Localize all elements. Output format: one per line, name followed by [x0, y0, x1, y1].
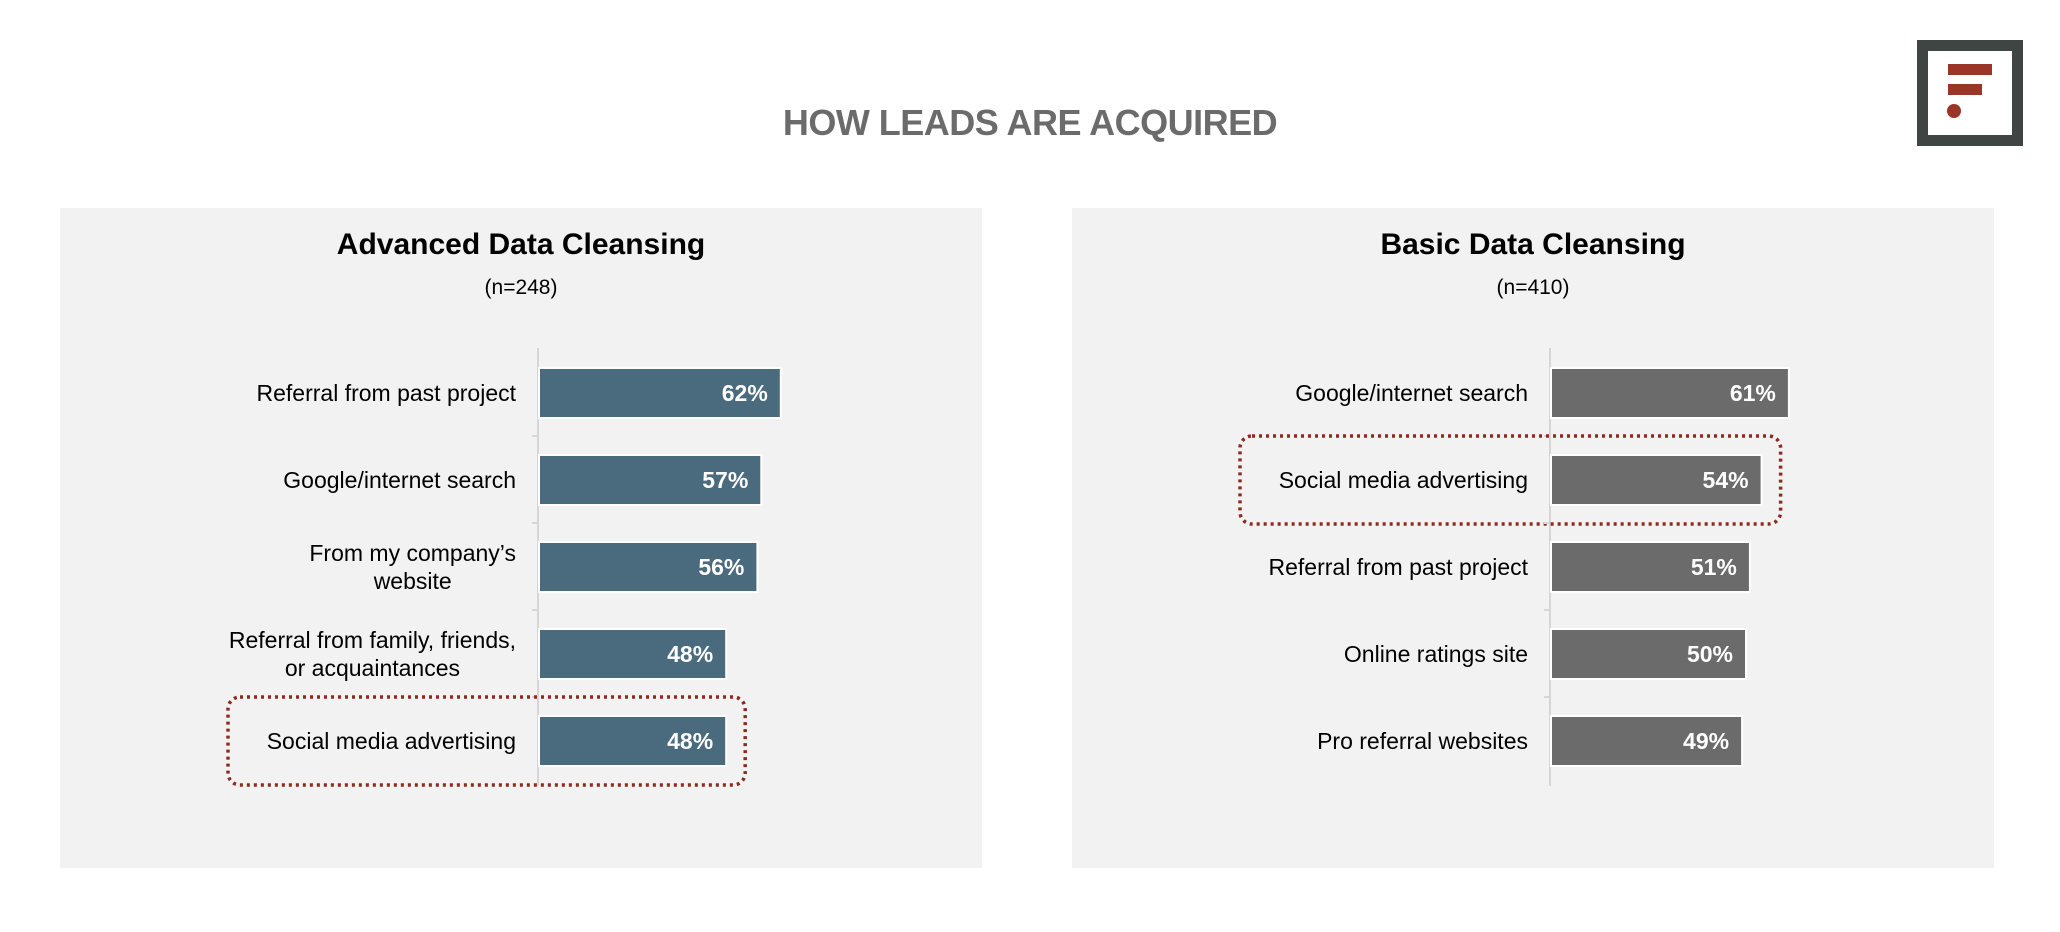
- chart-panel-basic: Basic Data Cleansing (n=410) 61% Google/i…: [1072, 208, 1994, 868]
- data-label: 49%: [1683, 728, 1729, 754]
- category-label-line: Google/internet search: [283, 467, 516, 493]
- data-label: 62%: [722, 380, 768, 406]
- data-label: 61%: [1730, 380, 1776, 406]
- bar: [1550, 715, 1744, 767]
- logo-bar-top: [1948, 64, 1992, 75]
- category-label-line: From my company’s: [309, 540, 516, 566]
- category-label-line: Social media advertising: [1279, 467, 1528, 493]
- chart-title: Advanced Data Cleansing: [336, 228, 706, 261]
- bar-chart-basic: 61% Google/internet search 54% Social media…: [1238, 348, 1790, 786]
- category-label-line: website: [373, 568, 452, 594]
- f-logo-icon: [1917, 40, 2023, 146]
- category-label: From my company’s website: [309, 540, 516, 594]
- bar: [1550, 628, 1747, 680]
- bar: [538, 541, 759, 593]
- category-label-line: Referral from past project: [257, 380, 517, 406]
- category-label: Referral from past project: [257, 380, 517, 406]
- bar: [538, 367, 782, 419]
- data-label: 54%: [1703, 467, 1749, 493]
- category-label-line: Referral from family, friends,: [229, 627, 516, 653]
- category-label: Referral from family, friends, or acquain…: [229, 627, 516, 681]
- data-label: 57%: [702, 467, 748, 493]
- category-label: Pro referral websites: [1317, 728, 1528, 754]
- data-label: 48%: [667, 641, 713, 667]
- page-title: HOW LEADS ARE ACQUIRED: [782, 102, 1278, 143]
- category-label-line: Online ratings site: [1344, 641, 1528, 667]
- bar: [538, 454, 763, 506]
- bar-chart-advanced: 62% Referral from past project 57% Google/i…: [226, 348, 782, 787]
- bar: [538, 715, 728, 767]
- bar: [538, 628, 728, 680]
- bar: [1550, 541, 1751, 593]
- data-label: 48%: [667, 728, 713, 754]
- bar: [1550, 367, 1790, 419]
- logo-dot: [1947, 104, 1961, 118]
- data-label: 56%: [698, 554, 744, 580]
- chart-subtitle: (n=410): [1496, 276, 1570, 299]
- data-label: 50%: [1687, 641, 1733, 667]
- bar: [1550, 454, 1763, 506]
- category-label: Social media advertising: [1279, 467, 1528, 493]
- category-label: Google/internet search: [283, 467, 516, 493]
- category-label-line: Pro referral websites: [1317, 728, 1528, 754]
- category-label-line: Google/internet search: [1295, 380, 1528, 406]
- chart-panel-advanced: Advanced Data Cleansing (n=248) 62% Refer…: [60, 208, 982, 868]
- f-logo-mark: [1947, 64, 1992, 118]
- category-label: Online ratings site: [1344, 641, 1528, 667]
- data-label: 51%: [1691, 554, 1737, 580]
- category-label: Google/internet search: [1295, 380, 1528, 406]
- category-label-line: Social media advertising: [267, 728, 516, 754]
- category-label-line: Referral from past project: [1269, 554, 1529, 580]
- highlight-box: [226, 695, 747, 787]
- logo-bar-middle: [1948, 84, 1982, 95]
- highlight-box: [1238, 434, 1783, 526]
- category-label-line: or acquaintances: [285, 655, 460, 681]
- chart-subtitle: (n=248): [484, 276, 558, 299]
- category-label: Social media advertising: [267, 728, 516, 754]
- chart-title: Basic Data Cleansing: [1380, 228, 1686, 261]
- category-label: Referral from past project: [1269, 554, 1529, 580]
